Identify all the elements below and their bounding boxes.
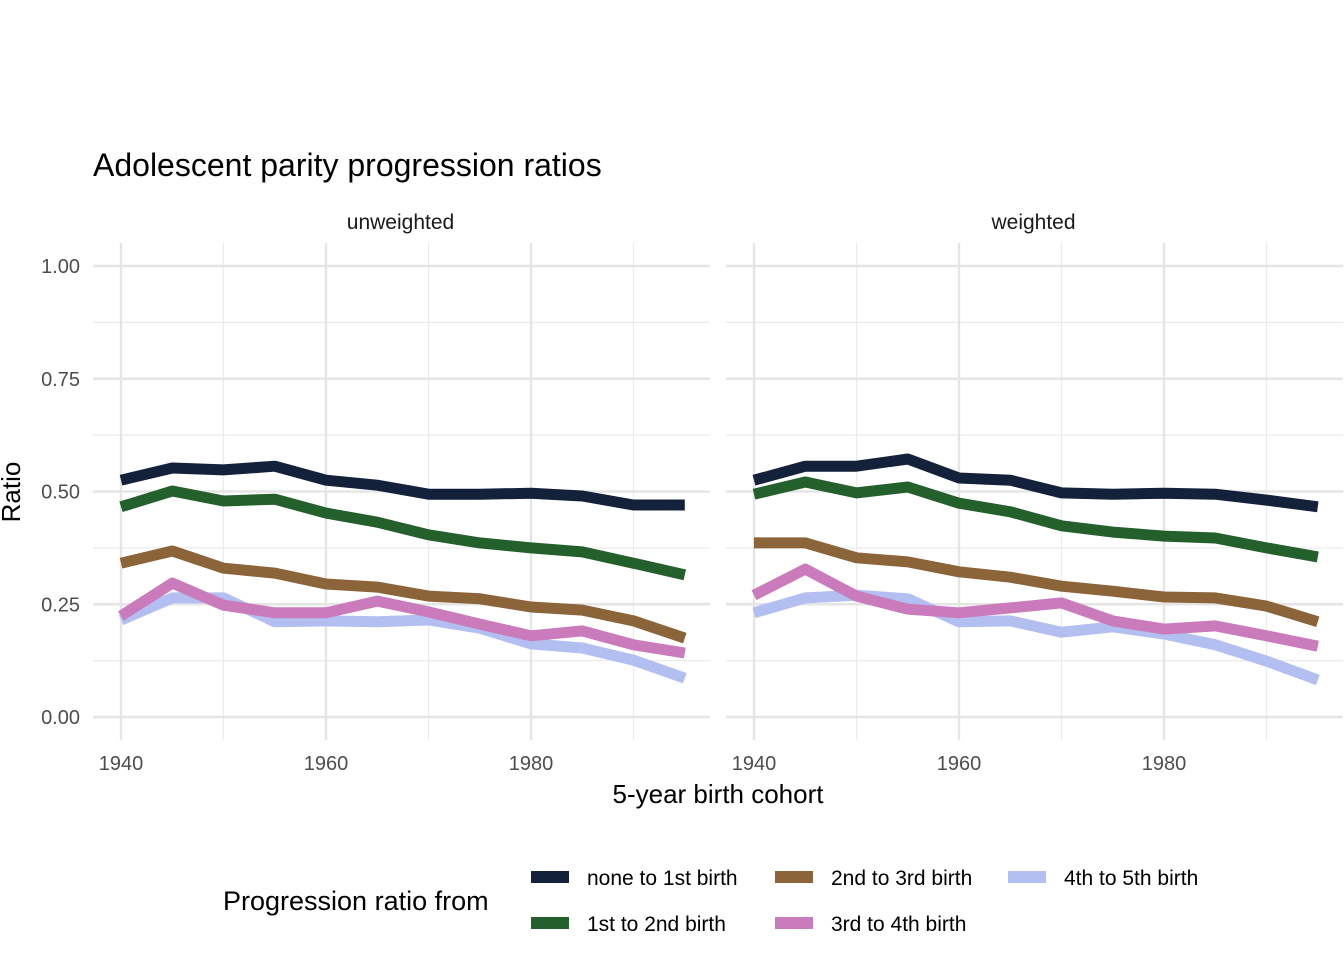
x-tick-label: 1960 [937,753,982,775]
y-tick-label: 1.00 [41,256,80,278]
y-tick-label: 0.75 [41,369,80,391]
legend-key [775,871,813,883]
legend-key [531,917,569,929]
series-line-1st-to-2nd-birth [119,485,687,581]
legend-key [531,871,569,883]
series-line-1st-to-2nd-birth [752,476,1319,563]
x-axis-label: 5-year birth cohort [613,779,825,809]
series-line-2nd-to-3rd-birth [119,545,687,644]
legend-item: 2nd to 3rd birth [775,867,972,890]
y-tick-label: 0.00 [41,707,80,729]
y-axis-label: Ratio [0,462,26,523]
series-line-3rd-to-4th-birth [118,577,686,659]
legend-label: 3rd to 4th birth [831,913,966,936]
x-tick-label: 1940 [99,753,144,775]
legend-label: 4th to 5th birth [1064,867,1198,890]
legend-key [1008,871,1046,883]
panel-weighted: weighted 1940 1960 1980 [726,211,1343,775]
legend-label: none to 1st birth [587,867,738,890]
legend-key [775,917,813,929]
legend-title: Progression ratio from [223,886,489,916]
series-line-2nd-to-3rd-birth [754,537,1320,628]
facet-label: weighted [990,211,1075,234]
x-tick-label: 1940 [732,753,777,775]
legend-label: 2nd to 3rd birth [831,867,972,890]
x-tick-label: 1960 [304,753,349,775]
legend-label: 1st to 2nd birth [587,913,726,936]
y-tick-label: 0.50 [41,482,80,504]
series-line-none-to-1st-birth [119,460,685,511]
legend-item: none to 1st birth [531,867,738,890]
x-tick-label: 1980 [509,753,554,775]
y-tick-label: 0.25 [41,594,80,616]
series-line-none-to-1st-birth [752,453,1319,513]
x-tick-label: 1980 [1142,753,1187,775]
legend-item: 4th to 5th birth [1008,867,1198,890]
chart-title: Adolescent parity progression ratios [93,147,602,183]
legend: Progression ratio from none to 1st birth… [223,867,1198,936]
legend-item: 1st to 2nd birth [531,913,726,936]
facet-label: unweighted [347,211,454,234]
series-line-3rd-to-4th-birth [751,563,1319,652]
panel-unweighted: unweighted 1940 1960 1980 0.00 0.25 0.50 0.75 1.… [41,211,710,775]
legend-item: 3rd to 4th birth [775,913,966,936]
